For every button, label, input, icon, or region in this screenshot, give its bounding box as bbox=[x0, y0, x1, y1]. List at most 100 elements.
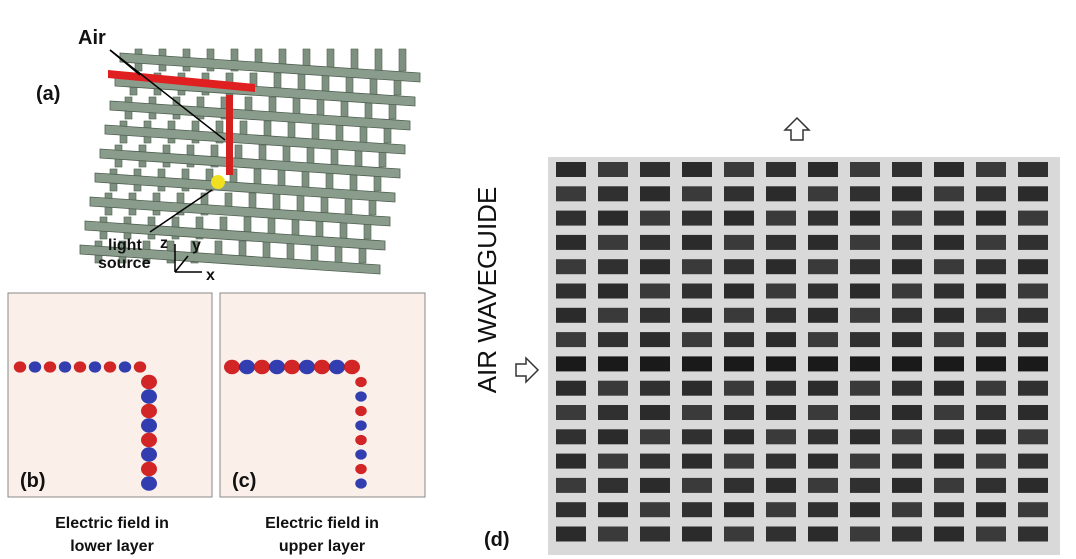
sem-cell bbox=[682, 405, 712, 420]
sem-cell bbox=[892, 527, 922, 542]
sem-cell bbox=[808, 332, 838, 347]
sem-cell bbox=[850, 478, 880, 493]
panel-label: (a) bbox=[36, 83, 60, 105]
sem-cell bbox=[976, 186, 1006, 201]
sem-cell bbox=[976, 381, 1006, 396]
sem-cell bbox=[976, 332, 1006, 347]
sem-cell bbox=[892, 502, 922, 517]
field-lobe bbox=[141, 389, 157, 403]
sem-cell bbox=[724, 381, 754, 396]
field-lobe bbox=[119, 361, 131, 372]
field-lobe bbox=[269, 360, 285, 374]
field-lobe bbox=[355, 391, 367, 401]
side-label: AIR WAVEGUIDE bbox=[472, 187, 502, 394]
sem-cell bbox=[892, 429, 922, 444]
sem-cell bbox=[1018, 284, 1048, 299]
rod bbox=[351, 49, 358, 71]
sem-cell bbox=[976, 502, 1006, 517]
sem-cell bbox=[640, 405, 670, 420]
sem-cell bbox=[892, 308, 922, 323]
sem-cell bbox=[934, 454, 964, 469]
sem-cell bbox=[808, 162, 838, 177]
sem-cell bbox=[598, 259, 628, 274]
sem-cell bbox=[1018, 429, 1048, 444]
sem-cell bbox=[1018, 405, 1048, 420]
sem-cell bbox=[808, 502, 838, 517]
sem-cell bbox=[556, 235, 586, 250]
sem-cell bbox=[850, 429, 880, 444]
sem-cell bbox=[598, 429, 628, 444]
field-lobe bbox=[299, 360, 315, 374]
sem-cell bbox=[598, 332, 628, 347]
sem-cell bbox=[640, 259, 670, 274]
sem-cell bbox=[556, 381, 586, 396]
axis-label: z bbox=[160, 235, 168, 252]
sem-cell bbox=[766, 235, 796, 250]
sem-cell bbox=[892, 235, 922, 250]
sem-cell bbox=[724, 284, 754, 299]
field-lobe bbox=[14, 361, 26, 372]
field-lobe bbox=[355, 449, 367, 459]
sem-cell bbox=[808, 381, 838, 396]
field-lobe bbox=[355, 377, 367, 387]
sem-cell bbox=[724, 211, 754, 226]
sem-cell bbox=[598, 211, 628, 226]
field-lobe bbox=[74, 361, 86, 372]
sem-cell bbox=[850, 235, 880, 250]
rod bbox=[399, 49, 406, 71]
sem-cell bbox=[934, 186, 964, 201]
sem-cell bbox=[682, 259, 712, 274]
sem-cell bbox=[850, 162, 880, 177]
field-lobe bbox=[355, 464, 367, 474]
sem-cell bbox=[640, 454, 670, 469]
field-lobe bbox=[329, 360, 345, 374]
sem-cell bbox=[808, 454, 838, 469]
field-lobe bbox=[141, 447, 157, 461]
sem-cell bbox=[724, 502, 754, 517]
field-lobe bbox=[284, 360, 300, 374]
sem-cell bbox=[976, 259, 1006, 274]
sem-cell bbox=[598, 186, 628, 201]
sem-cell bbox=[934, 235, 964, 250]
sem-cell bbox=[850, 308, 880, 323]
sem-cell bbox=[682, 454, 712, 469]
sem-cell bbox=[808, 235, 838, 250]
sem-cell bbox=[640, 332, 670, 347]
sem-cell bbox=[808, 356, 838, 371]
sem-cell bbox=[976, 284, 1006, 299]
sem-cell bbox=[850, 259, 880, 274]
sem-cell bbox=[682, 381, 712, 396]
field-lobe bbox=[134, 361, 146, 372]
sem-cell bbox=[640, 186, 670, 201]
sem-cell bbox=[892, 332, 922, 347]
sem-cell bbox=[808, 308, 838, 323]
sem-cell bbox=[556, 308, 586, 323]
field-lobe bbox=[59, 361, 71, 372]
sem-cell bbox=[1018, 381, 1048, 396]
sem-cell bbox=[850, 405, 880, 420]
sem-cell bbox=[640, 478, 670, 493]
sem-cell bbox=[682, 211, 712, 226]
sem-cell bbox=[892, 478, 922, 493]
sem-cell bbox=[934, 405, 964, 420]
sem-cell bbox=[682, 429, 712, 444]
field-lobe bbox=[29, 361, 41, 372]
sem-cell bbox=[724, 429, 754, 444]
sem-cell bbox=[598, 381, 628, 396]
sem-cell bbox=[1018, 259, 1048, 274]
sem-cell bbox=[598, 502, 628, 517]
sem-cell bbox=[640, 211, 670, 226]
field-lobe bbox=[355, 420, 367, 430]
sem-cell bbox=[808, 186, 838, 201]
sem-cell bbox=[850, 186, 880, 201]
air-label: Air bbox=[78, 27, 106, 49]
field-map-lower bbox=[8, 293, 212, 497]
sem-cell bbox=[976, 454, 1006, 469]
sem-cell bbox=[1018, 356, 1048, 371]
sem-cell bbox=[556, 356, 586, 371]
sem-cell bbox=[934, 429, 964, 444]
sem-cell bbox=[934, 284, 964, 299]
field-lobe bbox=[141, 462, 157, 476]
sem-cell bbox=[598, 162, 628, 177]
sem-cell bbox=[934, 211, 964, 226]
